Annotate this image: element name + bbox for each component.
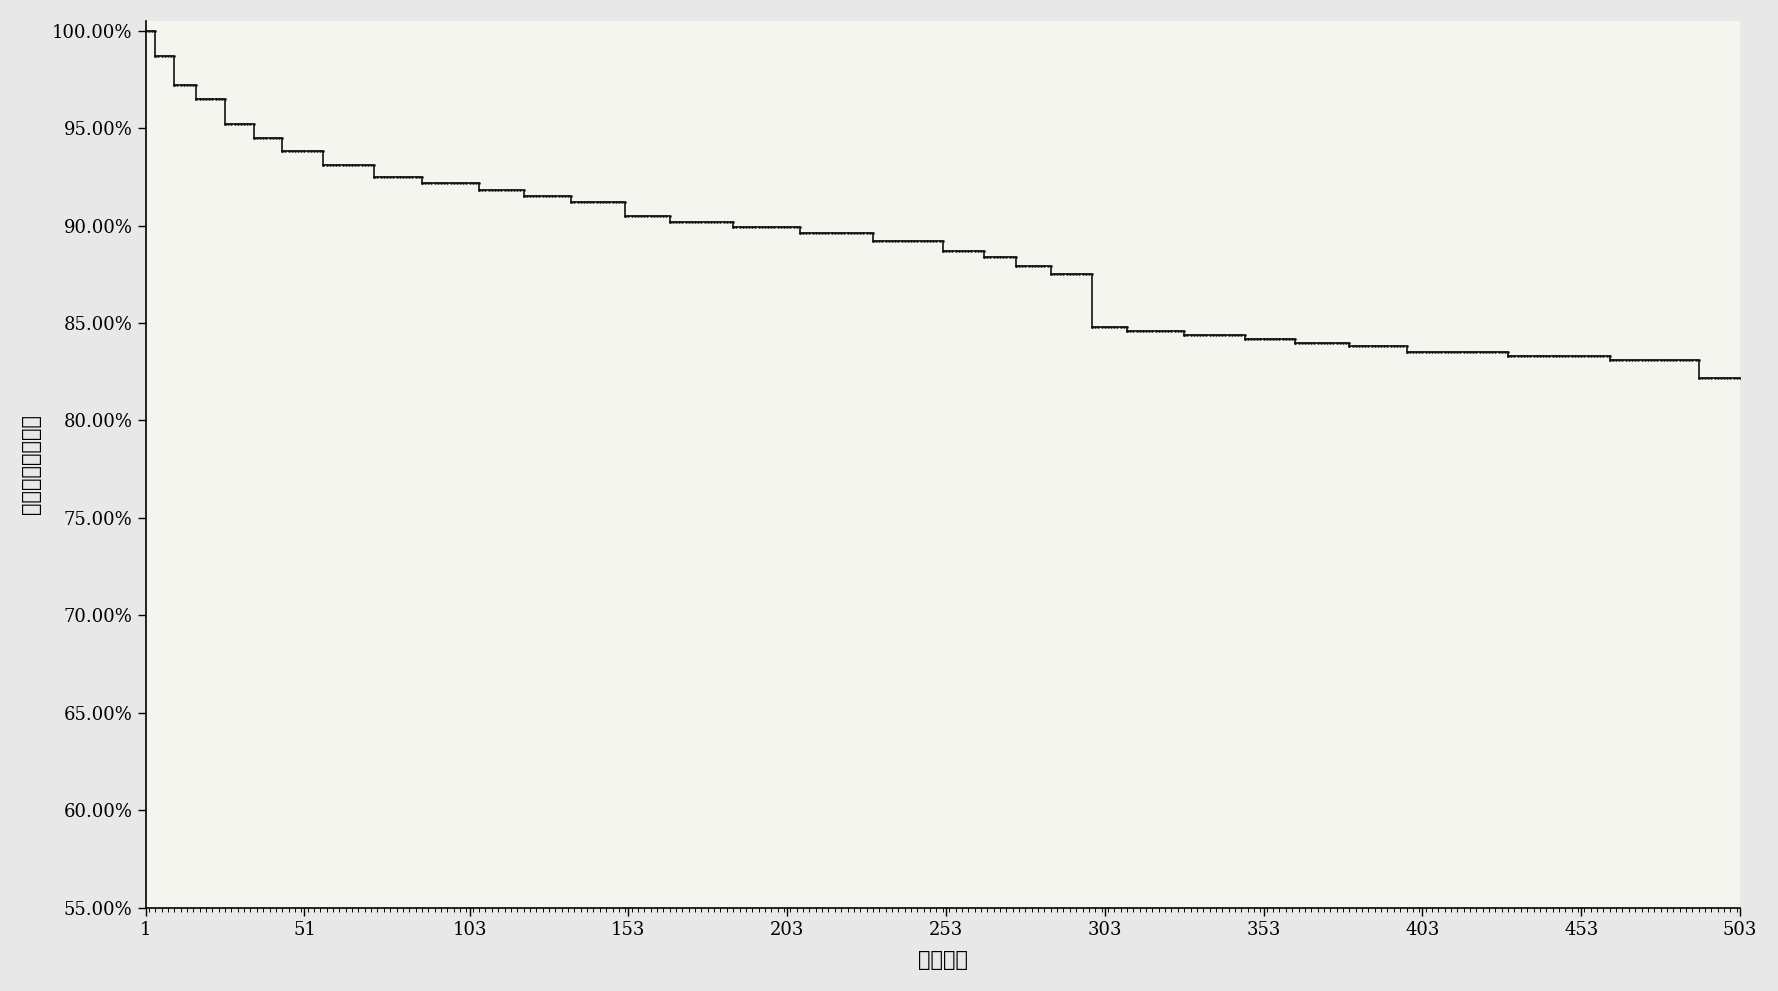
X-axis label: 循环次数: 循环次数 bbox=[917, 950, 967, 970]
Y-axis label: 容量保持率（％）: 容量保持率（％） bbox=[21, 414, 41, 514]
